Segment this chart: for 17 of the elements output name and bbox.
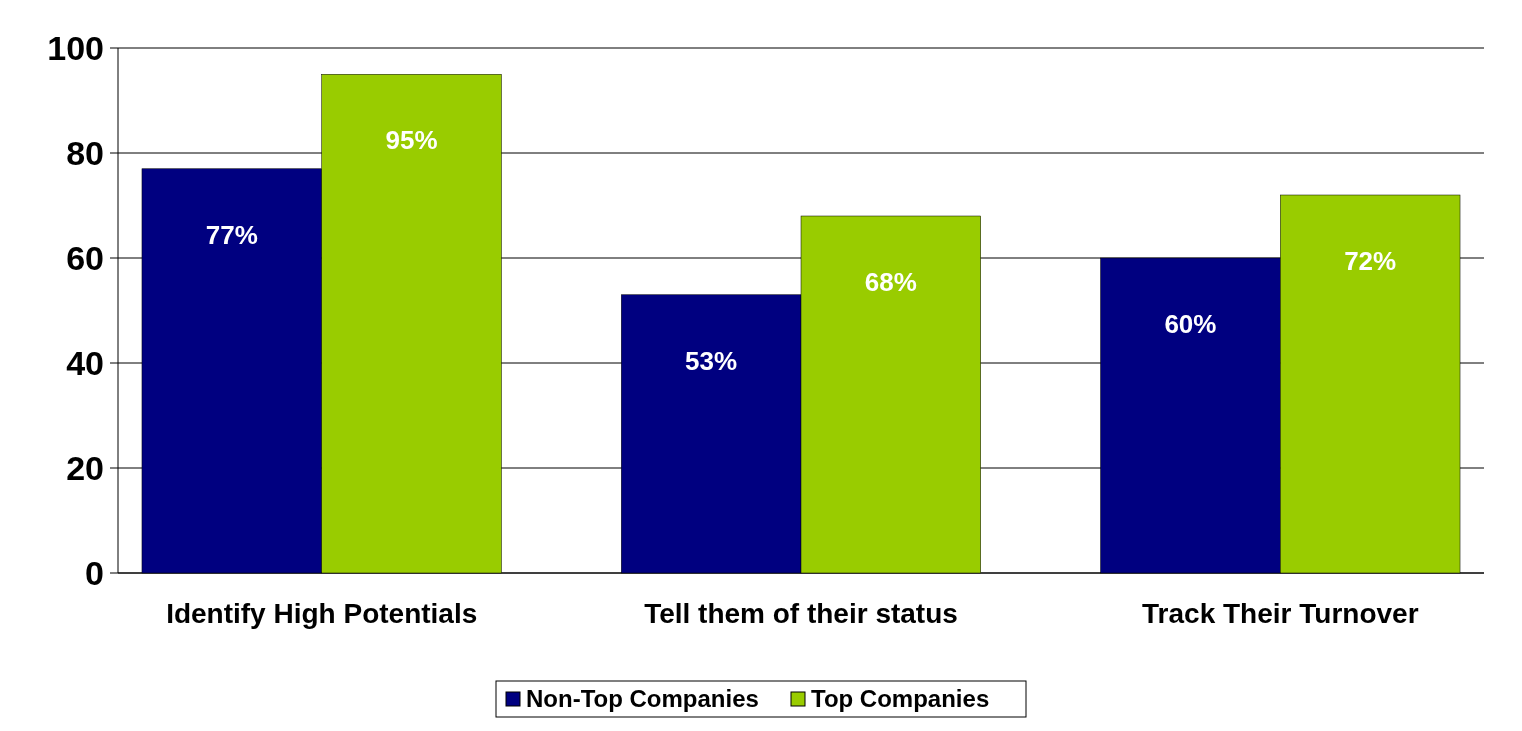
- y-tick-label: 60: [66, 238, 104, 277]
- data-label: 72%: [1344, 246, 1397, 276]
- data-label: 60%: [1164, 309, 1217, 339]
- data-label: 77%: [205, 219, 258, 250]
- x-tick-label: Tell them of their status: [644, 598, 958, 629]
- y-tick-label: 20: [66, 448, 104, 487]
- y-tick-label: 40: [66, 343, 104, 382]
- y-tick-label: 0: [85, 553, 104, 592]
- data-label: 68%: [864, 267, 917, 297]
- legend-label: Top Companies: [811, 685, 990, 713]
- data-label: 95%: [385, 125, 438, 156]
- y-tick-label: 80: [66, 133, 104, 172]
- legend-label: Non-Top Companies: [526, 685, 759, 713]
- x-tick-label: Identify High Potentials: [166, 598, 478, 629]
- x-tick-label: Track Their Turnover: [1142, 598, 1419, 629]
- data-label: 53%: [685, 345, 738, 376]
- y-tick-label: 100: [47, 28, 104, 67]
